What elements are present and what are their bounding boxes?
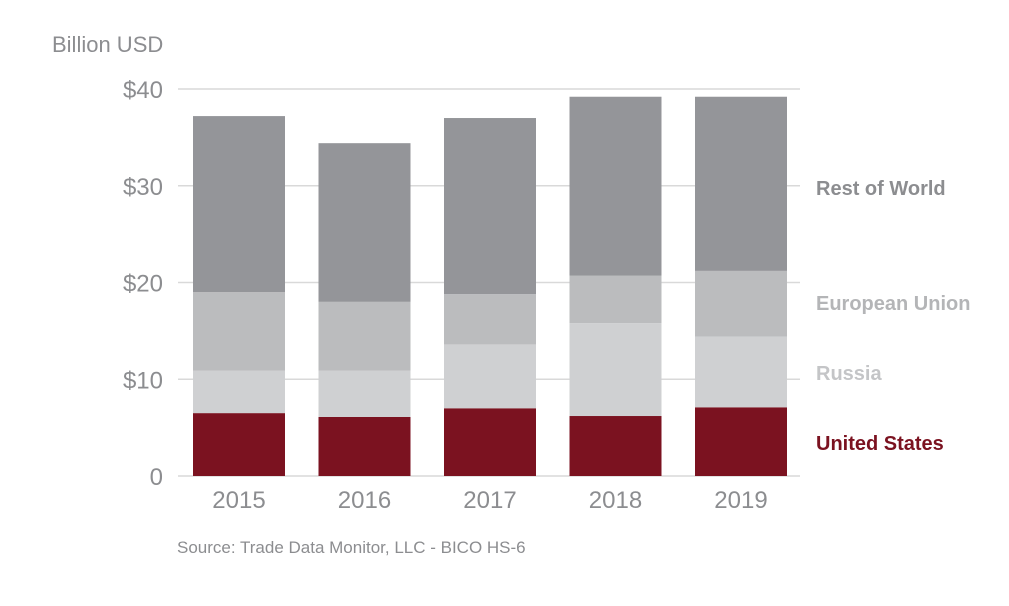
bar-segment-russia bbox=[444, 344, 536, 409]
bar-segment-united-states bbox=[569, 416, 662, 476]
y-tick-label: $40 bbox=[123, 77, 163, 104]
legend-item: Rest of World bbox=[816, 178, 946, 200]
bar-segment-european-union bbox=[569, 275, 662, 324]
bar-segment-russia bbox=[695, 336, 787, 408]
legend-item: Russia bbox=[816, 363, 882, 385]
source-note: Source: Trade Data Monitor, LLC - BICO H… bbox=[177, 538, 526, 557]
bar-segment-russia bbox=[569, 323, 662, 417]
bar-segment-rest-of-world bbox=[318, 143, 411, 302]
bar-segment-rest-of-world bbox=[695, 96, 787, 271]
bar-segment-european-union bbox=[444, 294, 536, 345]
x-tick-label: 2016 bbox=[338, 487, 391, 514]
x-tick-label: 2015 bbox=[212, 487, 265, 514]
bar-segment-rest-of-world bbox=[444, 118, 536, 295]
bar-segment-united-states bbox=[193, 413, 285, 476]
bar-segment-russia bbox=[318, 370, 411, 417]
bar-segment-rest-of-world bbox=[569, 96, 662, 276]
bar-segment-united-states bbox=[444, 408, 536, 476]
x-tick-label: 2018 bbox=[589, 487, 642, 514]
bar-segment-russia bbox=[193, 370, 285, 414]
legend-item: European Union bbox=[816, 293, 970, 315]
bar-segment-european-union bbox=[695, 270, 787, 337]
y-tick-label: $30 bbox=[123, 174, 163, 201]
y-tick-label: $10 bbox=[123, 367, 163, 394]
x-tick-label: 2017 bbox=[463, 487, 516, 514]
y-axis-label: Billion USD bbox=[52, 32, 163, 57]
legend-item: United States bbox=[816, 433, 944, 455]
y-tick-label: $20 bbox=[123, 271, 163, 298]
bar-segment-rest-of-world bbox=[193, 116, 285, 293]
bar-segment-united-states bbox=[318, 416, 411, 476]
y-tick-label: 0 bbox=[150, 464, 163, 491]
x-tick-label: 2019 bbox=[714, 487, 767, 514]
bar-segment-european-union bbox=[193, 292, 285, 371]
bar-segment-european-union bbox=[318, 301, 411, 371]
bar-segment-united-states bbox=[695, 407, 787, 476]
